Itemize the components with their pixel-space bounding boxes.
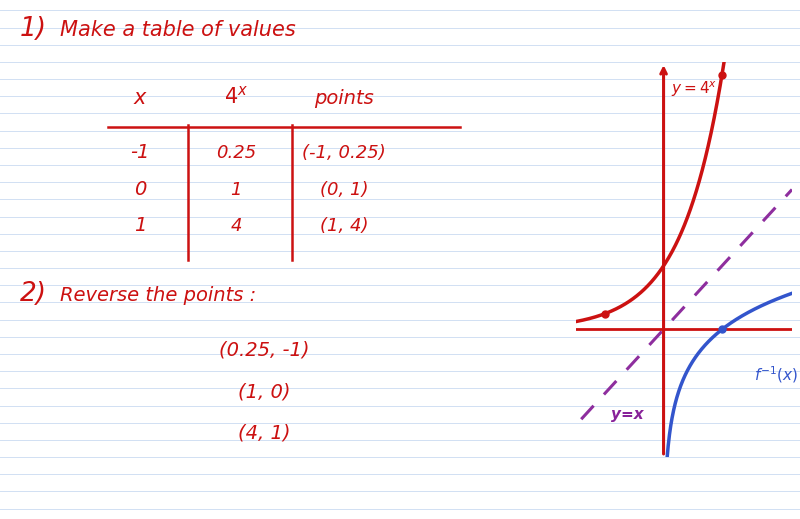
Text: 1): 1) [20, 16, 47, 43]
Text: points: points [314, 89, 374, 108]
Text: Reverse the points :: Reverse the points : [60, 286, 256, 305]
Text: 0: 0 [134, 180, 146, 199]
Text: (1, 0): (1, 0) [238, 382, 290, 401]
Text: y=x: y=x [611, 406, 644, 421]
Text: (1, 4): (1, 4) [320, 217, 368, 235]
Text: (-1, 0.25): (-1, 0.25) [302, 144, 386, 162]
Text: (0, 1): (0, 1) [320, 181, 368, 199]
Text: x: x [134, 88, 146, 108]
Text: -1: -1 [130, 143, 150, 162]
Text: 1: 1 [134, 216, 146, 235]
Text: 2): 2) [20, 281, 47, 307]
Text: 1: 1 [230, 181, 242, 199]
Text: 0.25: 0.25 [216, 144, 256, 162]
Text: 4: 4 [230, 217, 242, 235]
Text: (0.25, -1): (0.25, -1) [218, 340, 310, 360]
Text: Make a table of values: Make a table of values [60, 20, 296, 40]
Text: $4^x$: $4^x$ [224, 86, 248, 108]
Text: $f^{-1}(x)$: $f^{-1}(x)$ [754, 364, 798, 385]
Text: $y = 4^x$: $y = 4^x$ [670, 79, 717, 99]
Text: (4, 1): (4, 1) [238, 424, 290, 443]
